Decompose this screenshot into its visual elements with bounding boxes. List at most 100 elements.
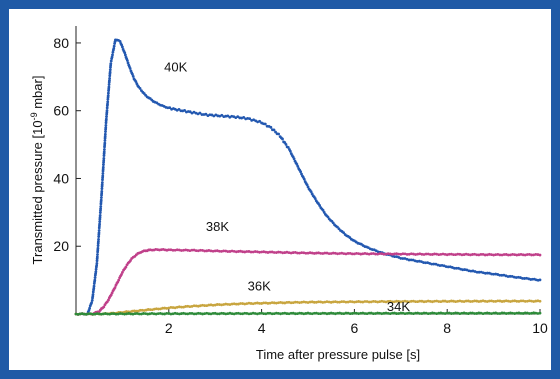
data-point (110, 291, 114, 295)
data-point (342, 312, 346, 316)
data-point (359, 252, 363, 256)
data-point (188, 249, 192, 253)
data-point (108, 79, 111, 82)
data-point (447, 300, 451, 303)
data-point (532, 311, 536, 315)
data-point (241, 302, 245, 305)
data-point (182, 311, 185, 315)
data-point (490, 253, 493, 257)
data-point (393, 255, 397, 259)
data-point (371, 252, 375, 255)
data-point (315, 311, 318, 315)
data-point (374, 300, 377, 303)
data-point (152, 312, 156, 316)
data-point (169, 306, 173, 309)
data-point (108, 312, 112, 316)
data-point (224, 312, 228, 316)
data-point (329, 252, 333, 255)
data-point (304, 251, 308, 255)
data-point (458, 312, 462, 315)
data-point (458, 299, 462, 303)
data-point (135, 312, 139, 315)
data-point (516, 275, 520, 279)
data-point (155, 307, 158, 311)
data-point (255, 250, 259, 254)
data-point (467, 269, 471, 273)
data-point (201, 312, 204, 316)
data-point (395, 252, 398, 256)
data-point (106, 312, 110, 316)
data-point (270, 312, 274, 316)
data-point (319, 300, 323, 304)
data-point (492, 299, 495, 303)
data-point (205, 249, 209, 253)
data-point (194, 249, 198, 253)
data-point (247, 301, 251, 305)
data-point (88, 306, 91, 310)
data-point (334, 312, 337, 316)
data-point (414, 253, 417, 256)
data-point (107, 298, 110, 302)
data-point (101, 172, 105, 175)
data-point (344, 311, 348, 315)
data-point (462, 300, 466, 303)
data-point (111, 53, 114, 57)
data-point (369, 252, 373, 256)
data-point (304, 312, 308, 315)
data-point (224, 302, 228, 306)
data-point (150, 311, 154, 315)
data-point (447, 311, 451, 315)
data-point (496, 252, 500, 256)
data-point (129, 312, 133, 316)
data-point (334, 300, 337, 304)
data-point (441, 312, 445, 315)
data-point (437, 311, 441, 315)
data-point (260, 250, 263, 254)
data-point (485, 311, 489, 315)
data-point (407, 311, 411, 315)
data-point (446, 265, 450, 269)
data-point (106, 91, 110, 95)
data-point (317, 312, 320, 316)
data-point (287, 251, 291, 255)
data-point (500, 300, 504, 303)
data-point (98, 220, 102, 223)
data-point (346, 300, 350, 304)
data-point (431, 300, 434, 304)
data-point (492, 311, 495, 315)
data-point (403, 312, 407, 316)
data-point (312, 311, 316, 315)
data-point (340, 300, 344, 304)
data-point (262, 301, 266, 305)
data-point (506, 311, 510, 315)
data-point (215, 249, 219, 253)
data-point (284, 142, 288, 146)
data-point (393, 252, 396, 256)
data-point (327, 312, 331, 315)
data-point (287, 300, 291, 304)
data-point (99, 312, 103, 316)
data-point (260, 302, 263, 305)
series-40k-points (74, 38, 542, 316)
data-point (296, 300, 299, 304)
data-point (121, 45, 124, 49)
data-point (306, 185, 310, 189)
data-point (272, 301, 276, 305)
data-points (74, 38, 542, 316)
data-point (317, 300, 320, 304)
data-point (114, 312, 118, 316)
data-point (186, 304, 190, 308)
data-point (180, 305, 183, 309)
data-point (116, 312, 120, 316)
y-axis-title: Transmitted pressure [10-9 mbar] (29, 76, 45, 265)
data-point (492, 272, 495, 276)
data-point (112, 44, 116, 48)
data-point (331, 300, 335, 304)
data-point (111, 50, 115, 54)
data-point (199, 312, 202, 315)
data-point (432, 262, 436, 266)
data-point (443, 312, 447, 315)
data-point (355, 300, 358, 304)
data-point (97, 229, 101, 232)
data-point (198, 111, 202, 115)
